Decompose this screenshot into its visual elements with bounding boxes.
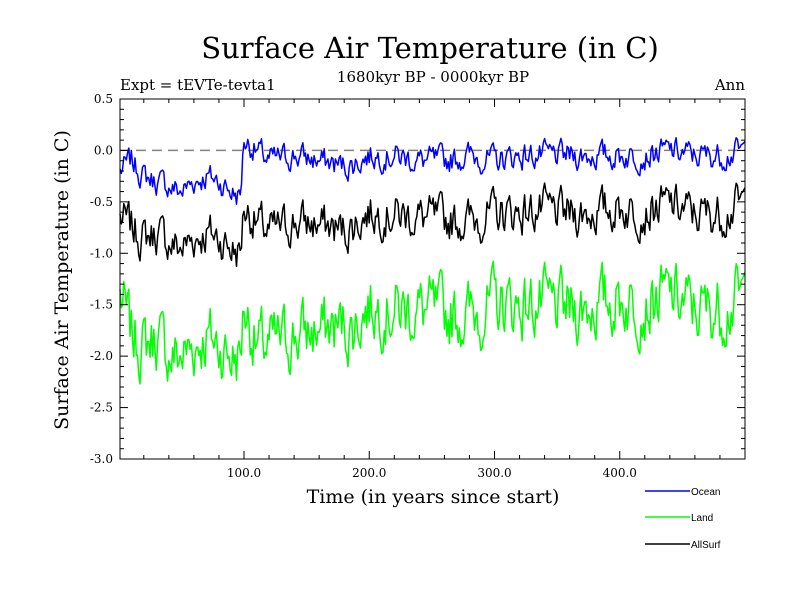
x-tick-label: 300.0 <box>477 466 511 480</box>
y-tick-label: -0.5 <box>90 195 113 209</box>
legend: Ocean Land AllSurf <box>645 487 721 551</box>
y-tick-label: 0.0 <box>94 143 113 157</box>
plot-frame <box>119 98 746 460</box>
x-tick-label: 100.0 <box>227 466 261 480</box>
y-tick-label: -3.0 <box>90 452 113 466</box>
experiment-label: Expt = tEVTe-tevta1 <box>120 76 276 94</box>
y-tick-label: -1.5 <box>90 298 113 312</box>
legend-label-land: Land <box>691 513 713 524</box>
legend-label-allsurf: AllSurf <box>691 540 721 551</box>
y-tick-label: -2.5 <box>90 401 113 415</box>
x-tick-label: 200.0 <box>352 466 386 480</box>
y-tick-label: -2.0 <box>90 349 113 363</box>
y-axis-label: Surface Air Temperature (in C) <box>51 130 73 430</box>
season-label: Ann <box>714 76 745 94</box>
x-axis-label: Time (in years since start) <box>307 486 560 508</box>
y-tick-label: 0.5 <box>94 92 113 106</box>
chart-title: Surface Air Temperature (in C) <box>201 31 659 65</box>
series-layer <box>119 137 746 385</box>
series-line-ocean <box>119 137 746 205</box>
series-line-land <box>119 260 746 385</box>
x-tick-label: 400.0 <box>603 466 637 480</box>
y-tick-label: -1.0 <box>90 246 113 260</box>
legend-label-ocean: Ocean <box>691 487 720 498</box>
ticks-layer: -3.0 -2.5 -2.0 -1.5 -1.0 -0.5 0.0 0.5 100.0 200.0… <box>90 92 745 480</box>
chart-subtitle: 1680kyr BP - 0000kyr BP <box>337 68 529 86</box>
series-line-allsurf <box>119 182 746 268</box>
